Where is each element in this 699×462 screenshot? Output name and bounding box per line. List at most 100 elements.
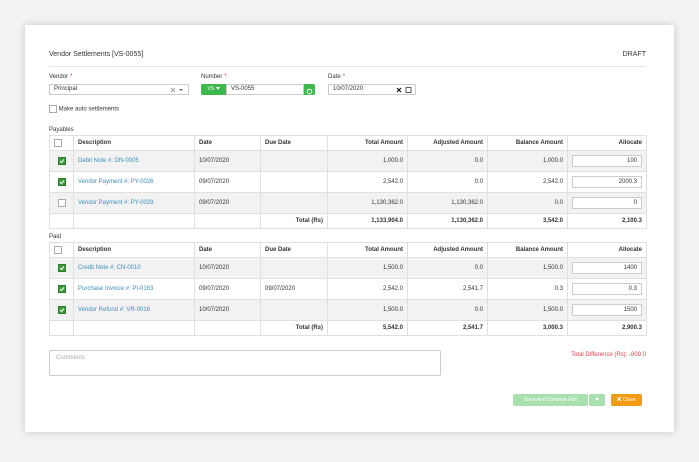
select-all [49, 242, 74, 258]
label-text: Date [328, 74, 341, 80]
cell: 1,500.0 [487, 299, 568, 321]
checkbox[interactable] [57, 199, 66, 207]
allocate-input[interactable]: 0.3 [572, 283, 642, 295]
save-button[interactable]: Save And Continue Edit [513, 394, 588, 406]
vendor-value: Principal [54, 86, 78, 92]
row: Purchase Invoice #: PI-0163 09/07/2020 09/… [49, 278, 647, 300]
number-input[interactable]: VS-0055 [226, 84, 304, 95]
cell-text: 2,542.0 [382, 286, 403, 292]
cell-text: 2,542.0 [382, 179, 403, 185]
document-link[interactable]: Vendor Payment #: PY-0029 [78, 200, 154, 206]
cell: Vendor Payment #: PY-0029 [73, 192, 195, 214]
prefix-button[interactable]: VS [201, 84, 226, 95]
close-button[interactable]: Close [611, 394, 642, 406]
column-header: Due Date [260, 242, 328, 258]
comments[interactable]: Comments [49, 350, 441, 376]
save-dropdown[interactable] [589, 394, 605, 406]
cell: 09/07/2020 [194, 171, 261, 193]
cell [260, 192, 328, 214]
cell: 09/07/2020 [260, 278, 328, 300]
total-row: Total (Rs) 1,133,904.0 1,130,362.0 3,542.0 2… [49, 213, 647, 229]
allocate-input[interactable]: 0 [572, 197, 642, 209]
vendor-select[interactable]: Principal [49, 84, 189, 95]
cell: 0.0 [487, 192, 568, 214]
select-cell [49, 171, 74, 193]
document-link[interactable]: Vendor Refund #: VR-0016 [78, 307, 151, 313]
total-label: Total (Rs) [260, 320, 328, 336]
cell-text: 1,500.0 [382, 307, 403, 313]
cell [260, 171, 328, 193]
cell: 10/07/2020 [194, 257, 261, 279]
checkbox[interactable] [54, 246, 62, 254]
select-all [49, 135, 74, 151]
checkbox[interactable] [57, 306, 66, 314]
checkbox[interactable] [57, 285, 66, 293]
cell [260, 257, 328, 279]
document-link[interactable]: Purchase Invoice #: PI-0163 [78, 286, 154, 292]
cell: 2,542.0 [487, 171, 568, 193]
label-text: Number [201, 74, 223, 80]
column-header: Description [73, 135, 195, 151]
cell-text: 09/07/2020 [199, 200, 230, 206]
allocate-input[interactable]: 100 [572, 155, 642, 167]
payables-title: Payables [49, 127, 74, 133]
vendor-label: Vendor * [49, 74, 72, 80]
total-value: 2,900.3 [567, 320, 647, 336]
select-icons [170, 87, 183, 93]
header-row: Description Date Due Date Total Amount Adjus… [49, 135, 647, 151]
cell: Purchase Invoice #: PI-0163 [73, 278, 195, 300]
total-value: 1,130,362.0 [407, 213, 488, 229]
number-label: Number * [201, 74, 227, 80]
cell: 2,542.0 [327, 171, 408, 193]
cell-text: 0.3 [554, 286, 563, 292]
cell-text: 0.0 [554, 200, 563, 206]
total-value: 3,000.3 [487, 320, 568, 336]
cell-text: 1,130,362.0 [371, 200, 403, 206]
status: DRAFT [622, 51, 646, 58]
refresh-icon [306, 88, 313, 95]
cell-text: 2,541.7 [462, 286, 483, 292]
checkbox[interactable] [49, 105, 57, 113]
close-text: Close [622, 397, 636, 403]
checkbox[interactable] [54, 139, 62, 147]
row: Credit Note #: CN-0010 10/07/2020 1,500.0 0… [49, 257, 647, 279]
cell: 1,000.0 [327, 150, 408, 172]
total-label: Total (Rs) [260, 213, 328, 229]
close-icon [617, 396, 622, 402]
total-difference: Total Difference (Rs): -800.0 [571, 352, 646, 358]
checkbox[interactable] [57, 157, 66, 165]
cell-text: 1,000.0 [382, 158, 403, 164]
document-link[interactable]: Vendor Payment #: PY-0026 [78, 179, 154, 185]
allocate-input[interactable]: 1400 [572, 262, 642, 274]
cell: 1,500.0 [327, 299, 408, 321]
save-text: Save And Continue Edit [524, 397, 577, 403]
page-title: Vendor Settlements [VS-0055] [49, 51, 144, 58]
total-row: Total (Rs) 5,542.0 2,541.7 3,000.3 2,900.3 [49, 320, 647, 336]
document-link[interactable]: Credit Note #: CN-0010 [78, 265, 141, 271]
column-header: Total Amount [327, 242, 408, 258]
cell: 0.0 [407, 299, 488, 321]
column-header: Balance Amount [487, 242, 568, 258]
cell-text: 09/07/2020 [199, 286, 230, 292]
checkbox[interactable] [57, 178, 66, 186]
total-value: 5,542.0 [327, 320, 408, 336]
allocate-input[interactable]: 2000.3 [572, 176, 642, 188]
date-input[interactable]: 10/07/2020 [328, 84, 416, 95]
settlement-card: Vendor Settlements [VS-0055] DRAFT Vendo… [25, 25, 674, 432]
cell-text: 1,500.0 [382, 265, 403, 271]
cell: 0.0 [407, 257, 488, 279]
column-header: Description [73, 242, 195, 258]
cell [73, 213, 195, 229]
column-header: Balance Amount [487, 135, 568, 151]
cell-text: 1,500.0 [542, 265, 563, 271]
checkbox[interactable] [57, 264, 66, 272]
cell-text: 0.0 [474, 265, 483, 271]
cell [260, 150, 328, 172]
refresh-button[interactable] [304, 84, 315, 95]
row: Debit Note #: DN-0005 10/07/2020 1,000.0 0.… [49, 150, 647, 172]
cell: 1,130,362.0 [407, 192, 488, 214]
allocate-input[interactable]: 1500 [572, 304, 642, 316]
document-link[interactable]: Debit Note #: DN-0005 [78, 158, 139, 164]
check-icon [59, 266, 64, 271]
auto-settlements[interactable]: Make auto settlements [49, 105, 119, 113]
